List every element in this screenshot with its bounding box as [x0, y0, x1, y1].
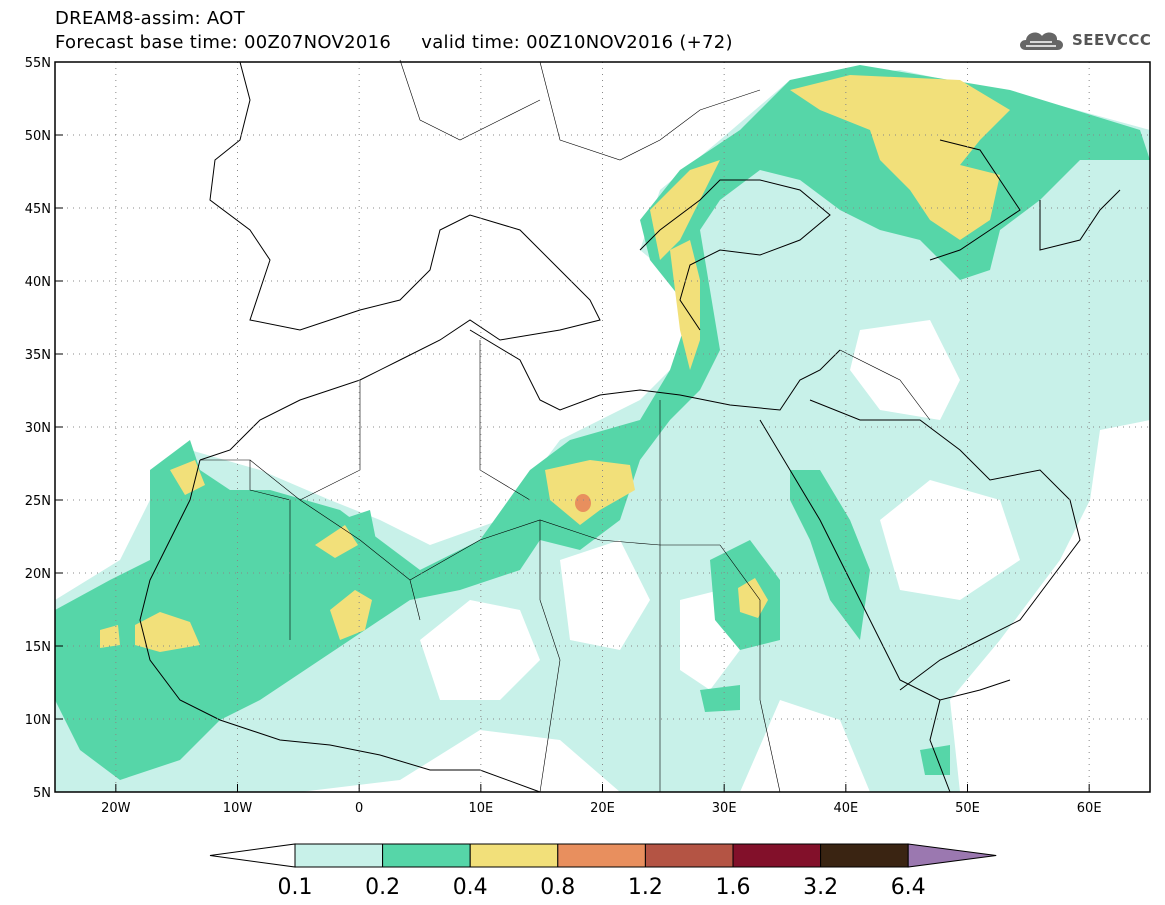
lat-tick-label: 5N — [33, 786, 51, 801]
colorbar-label: 0.8 — [540, 875, 575, 900]
lat-tick-label: 20N — [25, 567, 51, 582]
axis-ticks: 20W 10W 0 10E 20E 30E 40E 50E 60E 55N 50N 45N 40N 35N… — [25, 56, 1102, 816]
lon-tick-label: 20E — [590, 801, 615, 816]
colorbar-label: 6.4 — [891, 875, 926, 900]
colorbar-label: 1.2 — [628, 875, 663, 900]
colorbar-box — [294, 843, 384, 868]
lon-tick-label: 50E — [955, 801, 980, 816]
cloud-icon — [1020, 32, 1063, 50]
colorbar-label: 1.6 — [716, 875, 751, 900]
lon-tick-label: 60E — [1077, 801, 1102, 816]
colorbar-label: 3.2 — [803, 875, 838, 900]
grid-lines — [55, 62, 1150, 792]
lon-tick-label: 40E — [833, 801, 858, 816]
lat-tick-label: 55N — [25, 56, 51, 71]
lat-tick-label: 15N — [25, 640, 51, 655]
coastlines — [139, 61, 1121, 793]
colorbar-box — [469, 843, 559, 868]
seevccc-logo: SEEVCCC — [1016, 26, 1151, 54]
colorbar-under-arrow — [209, 843, 296, 868]
colorbar-label: 0.1 — [278, 875, 313, 900]
lon-tick-label: 20W — [101, 801, 131, 816]
aot-band-0.4 — [100, 75, 1010, 652]
aot-band-0.8 — [575, 494, 591, 512]
lon-tick-label: 0 — [355, 801, 363, 816]
map-title: DREAM8-assim: AOT — [55, 8, 245, 29]
lat-tick-label: 45N — [25, 202, 51, 217]
clear-areas — [420, 320, 1020, 700]
lon-tick-label: 30E — [712, 801, 737, 816]
colorbar-over-arrow — [907, 843, 997, 868]
logo-text: SEEVCCC — [1072, 31, 1152, 49]
lat-tick-label: 30N — [25, 421, 51, 436]
lon-tick-label: 10E — [468, 801, 493, 816]
lat-tick-label: 50N — [25, 129, 51, 144]
lat-tick-label: 25N — [25, 494, 51, 509]
colorbar-box — [557, 843, 646, 868]
lat-tick-label: 35N — [25, 348, 51, 363]
lat-tick-label: 10N — [25, 713, 51, 728]
colorbar-box — [644, 843, 734, 868]
colorbar-box — [382, 843, 471, 868]
lat-tick-label: 40N — [25, 275, 51, 290]
lon-tick-label: 10W — [223, 801, 253, 816]
colorbar-label: 0.4 — [453, 875, 488, 900]
forecast-time-line: Forecast base time: 00Z07NOV2016 valid t… — [55, 32, 733, 53]
colorbar-box — [732, 843, 822, 868]
colorbar-box — [820, 843, 909, 868]
colorbar-label: 0.2 — [365, 875, 400, 900]
